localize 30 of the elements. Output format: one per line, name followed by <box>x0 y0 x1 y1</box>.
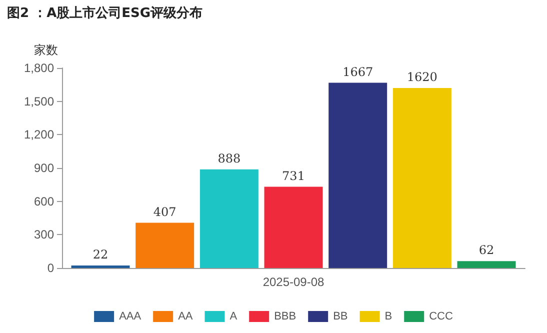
legend-label: A <box>230 310 238 322</box>
bar <box>457 261 516 268</box>
x-tick-label: 2025-09-08 <box>262 275 325 289</box>
data-label: 22 <box>92 248 108 262</box>
data-label: 1620 <box>406 70 438 84</box>
bar <box>264 186 323 268</box>
y-tick-label: 1,500 <box>24 94 54 108</box>
chart-title: 图2 ：A股上市公司ESG评级分布 <box>7 5 203 21</box>
bar <box>328 82 388 268</box>
bar <box>392 88 452 268</box>
legend-label: BB <box>333 310 348 322</box>
data-label: 62 <box>478 243 494 258</box>
bar <box>200 169 258 268</box>
legend-label: CCC <box>429 310 453 322</box>
legend-label: B <box>384 310 392 322</box>
y-tick-label: 900 <box>34 161 54 175</box>
y-axis-title: 家数 <box>34 43 58 57</box>
legend-label: BBB <box>274 310 296 322</box>
data-label: 1667 <box>342 64 374 79</box>
data-label: 888 <box>218 151 241 166</box>
y-tick-label: 1,200 <box>24 128 54 142</box>
y-tick-label: 600 <box>34 194 54 208</box>
y-tick-label: 0 <box>47 261 54 275</box>
legend-label: AAA <box>119 310 142 322</box>
data-label: 731 <box>282 168 305 183</box>
bar <box>136 222 194 268</box>
y-tick-label: 1,800 <box>24 61 54 75</box>
y-tick-label: 300 <box>34 228 54 242</box>
data-label: 407 <box>153 204 176 219</box>
legend-label: AA <box>178 310 194 322</box>
